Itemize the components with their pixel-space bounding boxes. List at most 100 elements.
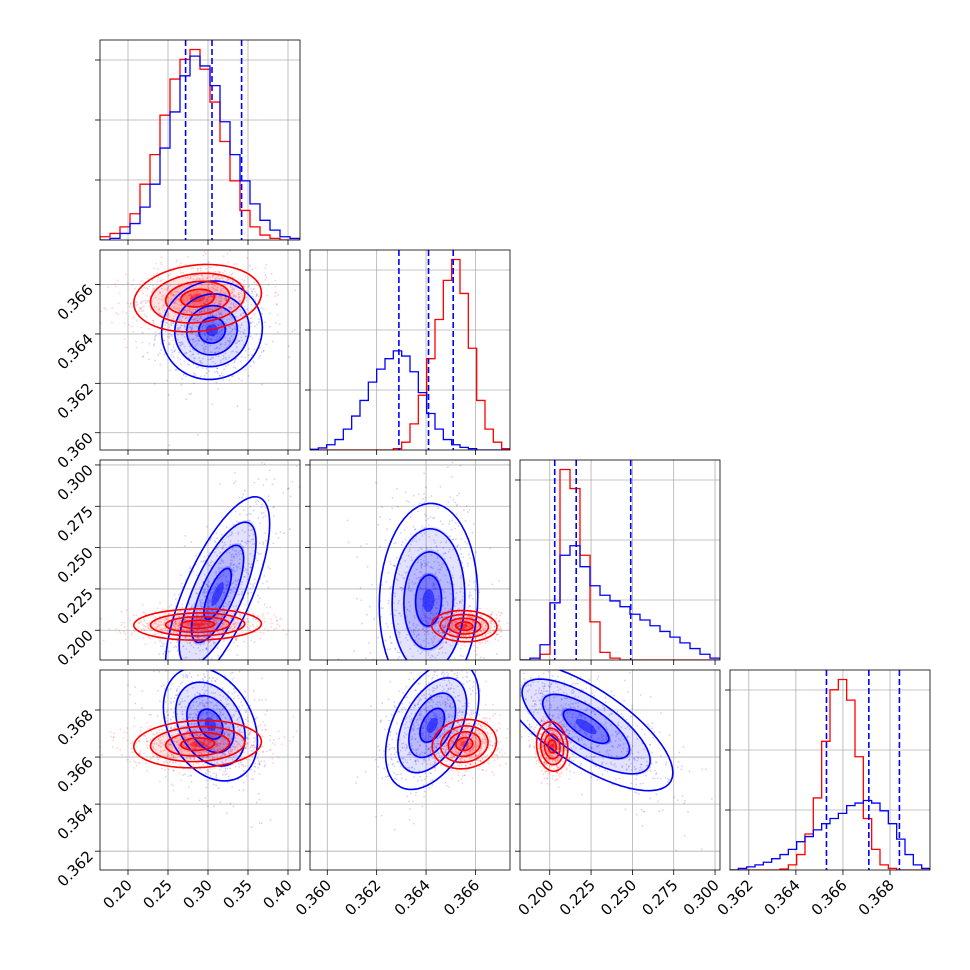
sample-point [234, 359, 236, 362]
sample-point [287, 345, 290, 348]
sample-point [168, 671, 170, 673]
sample-point [168, 341, 171, 344]
sample-point [212, 591, 215, 594]
sample-point [231, 292, 234, 294]
sample-point [222, 573, 225, 576]
sample-point [445, 660, 447, 662]
sample-point [206, 336, 209, 338]
sample-point [398, 656, 401, 658]
sample-point [499, 614, 502, 617]
sample-point [259, 631, 262, 634]
sample-point [141, 341, 144, 344]
sample-point [225, 299, 228, 302]
sample-point [475, 653, 478, 656]
sample-point [178, 620, 181, 622]
sample-point [278, 323, 281, 326]
sample-point [233, 327, 236, 330]
sample-point [154, 665, 156, 667]
sample-point [143, 629, 146, 631]
sample-point [220, 295, 223, 298]
sample-point [199, 302, 202, 305]
sample-point [185, 398, 188, 401]
sample-point [231, 291, 234, 294]
sample-point [211, 610, 213, 612]
sample-point [273, 279, 276, 282]
sample-point [151, 289, 154, 291]
sample-point [223, 623, 225, 626]
sample-point [165, 321, 167, 324]
sample-point [211, 295, 214, 298]
sample-point [203, 345, 206, 348]
sample-point [434, 598, 437, 600]
sample-point [217, 303, 220, 306]
sample-point [389, 635, 392, 638]
sample-point [154, 616, 157, 618]
sample-point [408, 500, 410, 503]
sample-point [205, 610, 208, 612]
sample-point [229, 286, 232, 288]
sample-point [224, 767, 227, 770]
sample-point [205, 287, 207, 290]
sample-point [207, 623, 209, 625]
sample-point [211, 276, 214, 278]
sample-point [420, 571, 423, 573]
sample-point [414, 528, 417, 531]
sample-point [231, 286, 234, 289]
sample-point [218, 311, 220, 314]
sample-point [215, 547, 218, 549]
sample-point [423, 513, 426, 516]
sample-point [263, 308, 265, 311]
sample-point [412, 494, 415, 497]
sample-point [152, 322, 155, 324]
sample-point [237, 297, 240, 299]
sample-point [442, 597, 445, 600]
sample-point [206, 623, 209, 626]
sample-point [141, 356, 144, 358]
sample-point [232, 605, 235, 608]
sample-point [258, 597, 261, 600]
sample-point [191, 604, 194, 607]
sample-point [103, 307, 106, 309]
sample-point [258, 318, 260, 321]
sample-point [454, 522, 457, 524]
sample-point [240, 553, 243, 555]
sample-point [232, 563, 235, 566]
sample-point [238, 496, 241, 499]
sample-point [230, 301, 233, 304]
sample-point [189, 277, 191, 280]
sample-point [177, 283, 180, 286]
sample-point [176, 356, 179, 359]
sample-point [204, 302, 206, 305]
sample-point [158, 624, 161, 627]
sample-point [218, 347, 221, 350]
sample-point [135, 614, 138, 617]
histogram-blue-series [310, 350, 510, 450]
sample-point [206, 324, 208, 326]
sample-point [171, 667, 173, 669]
sample-point [215, 347, 218, 350]
sample-point [220, 575, 223, 578]
sample-point [165, 283, 168, 286]
sample-point [252, 361, 255, 364]
sample-point [198, 278, 201, 280]
sample-point [215, 776, 217, 779]
sample-point [275, 619, 278, 622]
sample-point [237, 329, 240, 332]
sample-point [450, 528, 453, 531]
sample-point [194, 340, 197, 343]
sample-point [196, 604, 198, 607]
sample-point [194, 344, 197, 347]
sample-point [200, 605, 202, 607]
sample-point [196, 319, 199, 322]
sample-point [202, 629, 205, 632]
sample-point [219, 311, 222, 314]
sample-point [490, 626, 493, 628]
sample-point [259, 354, 261, 357]
sample-point [423, 630, 426, 633]
sample-point [273, 505, 275, 508]
sample-point [214, 541, 217, 543]
sample-point [168, 323, 171, 326]
sample-point [231, 564, 233, 567]
sample-point [442, 552, 445, 555]
sample-point [231, 547, 234, 550]
